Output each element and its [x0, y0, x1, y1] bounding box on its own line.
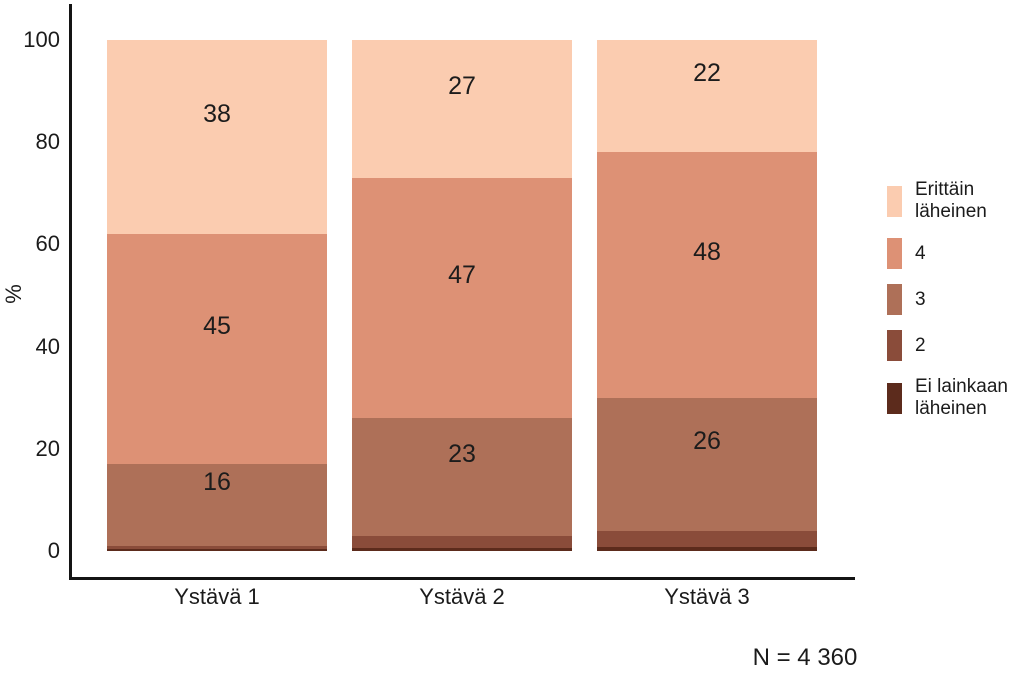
sample-size-note: N = 4 360 — [752, 644, 858, 671]
x-axis-line — [69, 577, 855, 580]
legend-item: Erittäin läheinen — [887, 179, 1008, 223]
legend-swatch — [887, 330, 902, 361]
bar-segment — [597, 397, 817, 531]
legend-swatch — [887, 382, 902, 414]
segment-value-label: 23 — [448, 439, 476, 468]
stacked-bar: 16 45 38 — [107, 40, 327, 551]
x-category-label: Ystävä 2 — [419, 584, 505, 609]
legend-label: Erittäin läheinen — [915, 179, 987, 222]
bar-segment — [352, 418, 572, 536]
legend-item: 4 — [887, 238, 1008, 269]
segment-value-label: 22 — [693, 59, 721, 88]
bar-segment — [352, 547, 572, 551]
y-tick-label: 40 — [35, 333, 60, 359]
stacked-bar: 26 48 22 — [597, 40, 817, 551]
bar-segment — [597, 546, 817, 551]
y-tick-label: 80 — [35, 129, 60, 155]
y-axis-title: % — [1, 284, 26, 304]
segment-value-label: 38 — [203, 100, 231, 129]
legend-swatch — [887, 238, 902, 269]
bar-segment — [597, 530, 817, 547]
segment-value-label: 48 — [693, 238, 721, 267]
y-tick-label: 0 — [47, 538, 60, 563]
legend-swatch — [887, 284, 902, 315]
x-category-label: Ystävä 3 — [664, 584, 750, 609]
stacked-bar: 23 47 27 — [352, 40, 572, 551]
y-tick-label: 20 — [35, 435, 60, 461]
legend-label: Ei lainkaan läheinen — [915, 376, 1008, 419]
legend-item: 3 — [887, 284, 1008, 315]
x-category-label: Ystävä 1 — [174, 584, 260, 609]
legend: Erittäin läheinen 4 3 2 Ei lainkaan läheinen — [887, 179, 1008, 420]
bar-segment — [597, 40, 817, 153]
bar-segment — [107, 464, 327, 546]
y-tick-label: 60 — [35, 231, 60, 257]
bar-segment — [107, 234, 327, 465]
bar-segment — [352, 535, 572, 548]
legend-label: 3 — [915, 288, 926, 310]
legend-item: 2 — [887, 330, 1008, 361]
legend-label: 2 — [915, 334, 926, 356]
segment-value-label: 47 — [448, 261, 476, 290]
segment-value-label: 16 — [203, 468, 231, 497]
legend-item: Ei lainkaan läheinen — [887, 376, 1008, 420]
legend-label: 4 — [915, 242, 926, 264]
segment-value-label: 45 — [203, 312, 231, 341]
bar-segment — [107, 40, 327, 235]
bar-segment — [107, 549, 327, 551]
legend-swatch — [887, 185, 902, 217]
bar-segment — [107, 545, 327, 550]
bar-segment — [597, 152, 817, 398]
bar-segment — [352, 177, 572, 419]
y-axis-line — [69, 4, 72, 580]
bar-segment — [352, 40, 572, 178]
y-tick-label: 100 — [23, 27, 60, 52]
segment-value-label: 27 — [448, 72, 476, 100]
segment-value-label: 26 — [693, 427, 721, 456]
